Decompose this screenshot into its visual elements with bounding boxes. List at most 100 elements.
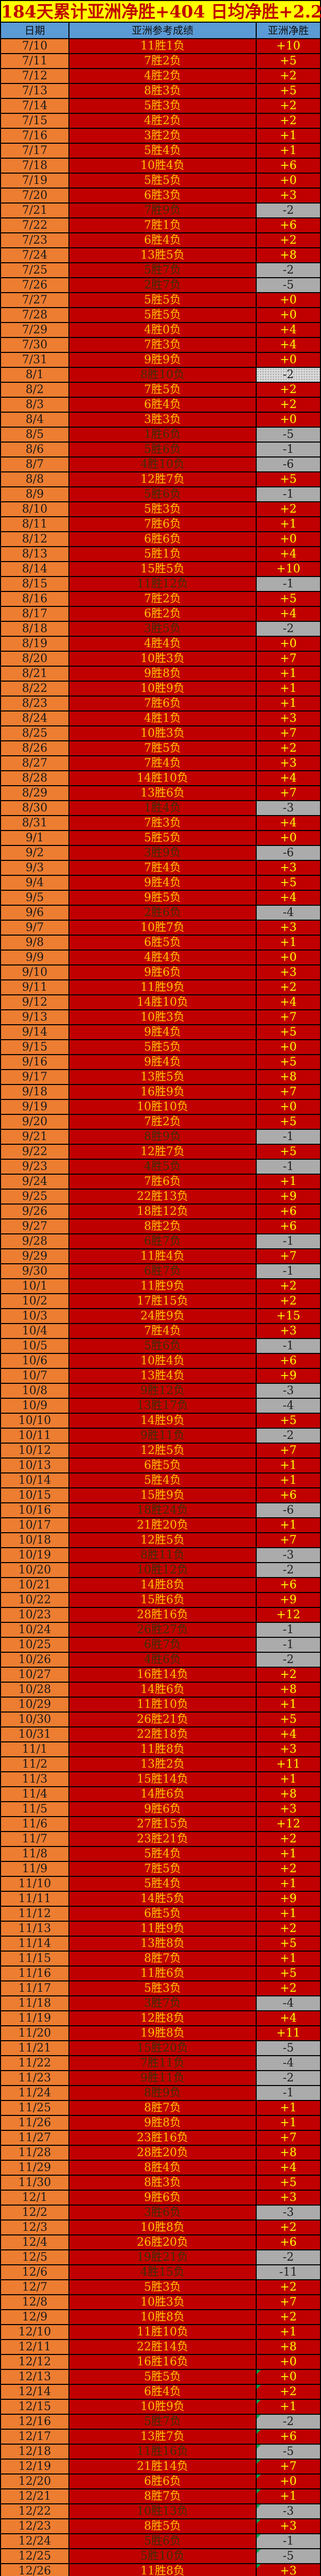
date-cell: 9/3 (1, 861, 68, 875)
record-cell: 6胜3负 (69, 189, 256, 202)
date-cell: 10/23 (1, 1608, 68, 1622)
date-cell: 8/15 (1, 577, 68, 591)
net-cell: +4 (257, 323, 320, 337)
net-cell: +2 (257, 1668, 320, 1682)
record-cell: 1胜6负 (69, 428, 256, 442)
record-cell: 10胜3负 (69, 2295, 256, 2309)
net-cell: +0 (257, 637, 320, 651)
net-cell: +2 (257, 741, 320, 755)
net-cell: +2 (257, 233, 320, 247)
net-cell: +3 (257, 921, 320, 935)
column-header-net: 亚洲净胜 (257, 23, 320, 38)
net-cell: +4 (257, 338, 320, 352)
date-cell: 8/12 (1, 532, 68, 546)
date-cell: 10/11 (1, 1429, 68, 1443)
net-cell: +7 (257, 1533, 320, 1547)
date-cell: 8/29 (1, 786, 68, 800)
net-cell: -6 (257, 457, 320, 471)
date-cell: 12/21 (1, 2489, 68, 2503)
net-cell: +2 (257, 2385, 320, 2399)
record-cell: 7胜4负 (69, 861, 256, 875)
net-cell: +12 (257, 1817, 320, 1831)
net-cell: +2 (257, 2310, 320, 2324)
net-cell: +1 (257, 517, 320, 531)
net-cell: -4 (257, 2056, 320, 2070)
record-cell: 1胜4负 (69, 801, 256, 815)
column-header-date: 日期 (1, 23, 68, 38)
date-cell: 7/13 (1, 84, 68, 98)
date-cell: 9/30 (1, 1264, 68, 1278)
date-cell: 12/17 (1, 2430, 68, 2444)
record-cell: 7胜2负 (69, 1115, 256, 1129)
date-cell: 10/6 (1, 1354, 68, 1368)
record-cell: 8胜3负 (69, 84, 256, 98)
record-cell: 6胜7负 (69, 1264, 256, 1278)
date-cell: 10/24 (1, 1623, 68, 1637)
record-cell: 9胜5负 (69, 891, 256, 905)
record-cell: 5胜4负 (69, 1877, 256, 1891)
net-cell: -1 (257, 577, 320, 591)
record-cell: 10胜8负 (69, 2310, 256, 2324)
date-cell: 8/26 (1, 741, 68, 755)
date-cell: 7/27 (1, 293, 68, 307)
net-cell: -1 (257, 2534, 320, 2548)
record-cell: 26胜21负 (69, 1713, 256, 1726)
date-cell: 7/11 (1, 54, 68, 68)
date-cell: 11/20 (1, 2026, 68, 2040)
record-cell: 7胜6负 (69, 1175, 256, 1189)
date-cell: 10/27 (1, 1668, 68, 1682)
record-cell: 14胜9负 (69, 1414, 256, 1428)
record-cell: 11胜9负 (69, 1279, 256, 1293)
net-cell: +4 (257, 771, 320, 785)
date-cell: 12/3 (1, 2221, 68, 2234)
record-cell: 10胜9负 (69, 2400, 256, 2414)
date-cell: 10/16 (1, 1503, 68, 1517)
date-cell: 9/21 (1, 1130, 68, 1144)
date-cell: 12/16 (1, 2415, 68, 2429)
net-cell: -1 (257, 1339, 320, 1353)
record-cell: 15胜14负 (69, 1772, 256, 1786)
date-cell: 12/12 (1, 2355, 68, 2369)
date-cell: 11/17 (1, 1981, 68, 1995)
net-cell: +2 (257, 1279, 320, 1293)
date-cell: 12/22 (1, 2504, 68, 2518)
date-cell: 8/22 (1, 682, 68, 696)
net-cell: -2 (257, 1563, 320, 1577)
record-cell: 11胜6负 (69, 1967, 256, 1980)
net-cell: -3 (257, 2504, 320, 2518)
record-cell: 22胜14负 (69, 2340, 256, 2354)
net-cell: +4 (257, 1727, 320, 1741)
record-cell: 18胜12负 (69, 1205, 256, 1218)
record-cell: 5胜5负 (69, 831, 256, 845)
record-cell: 23胜16负 (69, 2131, 256, 2145)
record-cell: 8胜11负 (69, 1548, 256, 1562)
date-cell: 12/20 (1, 2475, 68, 2488)
net-cell: +3 (257, 2191, 320, 2205)
record-cell: 4胜2负 (69, 114, 256, 128)
net-cell: +7 (257, 2131, 320, 2145)
net-cell: +9 (257, 1190, 320, 1204)
net-cell: +0 (257, 353, 320, 367)
net-cell: +3 (257, 189, 320, 202)
date-cell: 9/19 (1, 1100, 68, 1114)
record-cell: 2胜6负 (69, 906, 256, 920)
date-cell: 9/9 (1, 951, 68, 964)
record-cell: 7胜3负 (69, 816, 256, 830)
net-cell: +5 (257, 1713, 320, 1726)
record-cell: 8胜4负 (69, 2161, 256, 2175)
net-cell: +10 (257, 39, 320, 53)
date-cell: 11/27 (1, 2131, 68, 2145)
record-cell: 8胜3负 (69, 2176, 256, 2190)
record-cell: 8胜5负 (69, 2519, 256, 2533)
record-cell: 6胜5负 (69, 1459, 256, 1472)
date-cell: 12/8 (1, 2295, 68, 2309)
net-cell: -2 (257, 2071, 320, 2085)
net-cell: +2 (257, 2221, 320, 2234)
date-cell: 11/5 (1, 1802, 68, 1816)
net-cell: +0 (257, 308, 320, 322)
record-cell: 23胜21负 (69, 1832, 256, 1846)
date-cell: 12/11 (1, 2340, 68, 2354)
record-cell: 6胜4负 (69, 2385, 256, 2399)
record-cell: 14胜6负 (69, 1787, 256, 1801)
